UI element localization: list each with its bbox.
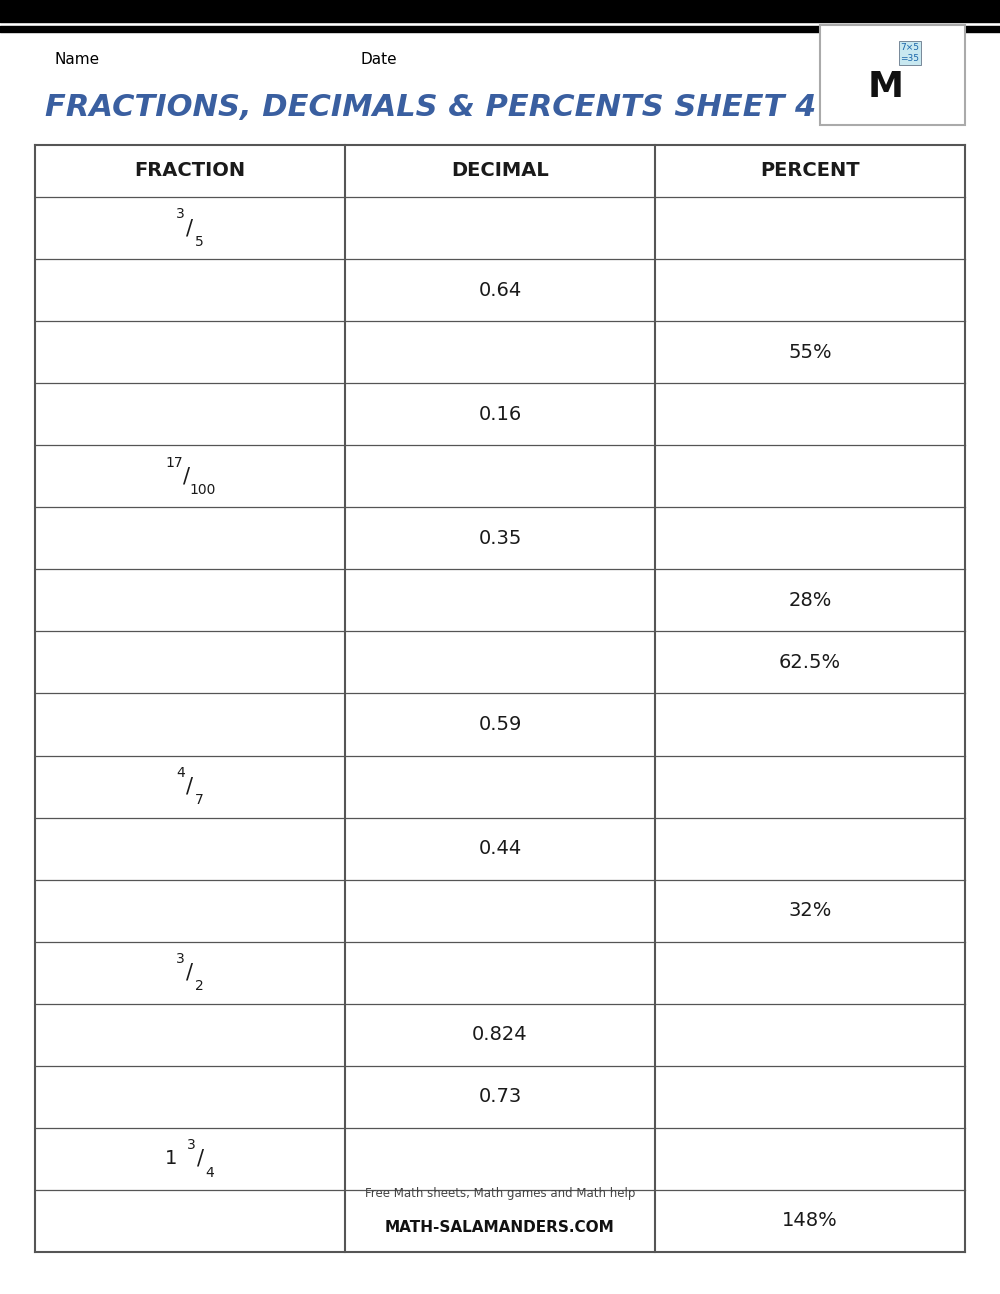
Text: 4: 4 — [205, 1166, 214, 1180]
Text: 2: 2 — [195, 980, 204, 994]
Text: Free Math sheets, Math games and Math help: Free Math sheets, Math games and Math he… — [365, 1188, 635, 1201]
Text: 1: 1 — [165, 1149, 178, 1168]
Text: Date: Date — [360, 53, 397, 67]
Bar — [820, 25, 965, 126]
Text: 3: 3 — [176, 207, 185, 221]
Text: M: M — [867, 70, 903, 104]
Text: /: / — [186, 963, 194, 982]
Text: 55%: 55% — [788, 343, 832, 361]
Text: Name: Name — [55, 53, 100, 67]
Text: 100: 100 — [189, 483, 216, 497]
Text: 0.824: 0.824 — [472, 1025, 528, 1044]
Text: 7: 7 — [195, 793, 204, 807]
Text: 0.44: 0.44 — [478, 839, 522, 858]
Text: MATH-SALAMANDERS.COM: MATH-SALAMANDERS.COM — [385, 1220, 615, 1236]
Text: PERCENT: PERCENT — [760, 162, 860, 180]
Text: DECIMAL: DECIMAL — [451, 162, 549, 180]
Text: /: / — [183, 466, 190, 487]
Text: 17: 17 — [165, 455, 183, 470]
Text: 5: 5 — [195, 234, 204, 248]
Text: 3: 3 — [187, 1139, 196, 1152]
Text: 0.35: 0.35 — [478, 529, 522, 547]
Text: /: / — [186, 217, 194, 238]
Text: /: / — [197, 1149, 204, 1168]
Text: /: / — [186, 776, 194, 797]
Text: 62.5%: 62.5% — [779, 653, 841, 672]
Text: 0.64: 0.64 — [478, 281, 522, 300]
Text: 7×5
=35: 7×5 =35 — [900, 43, 919, 62]
Text: 28%: 28% — [788, 591, 832, 609]
Text: 32%: 32% — [788, 901, 832, 920]
Text: 0.16: 0.16 — [478, 405, 522, 423]
Text: 4: 4 — [176, 766, 185, 780]
Text: FRACTIONS, DECIMALS & PERCENTS SHEET 4: FRACTIONS, DECIMALS & PERCENTS SHEET 4 — [45, 93, 816, 123]
Text: 0.73: 0.73 — [478, 1087, 522, 1106]
Text: 0.59: 0.59 — [478, 716, 522, 734]
Text: FRACTION: FRACTION — [134, 162, 246, 180]
Text: 3: 3 — [176, 952, 185, 967]
Text: 148%: 148% — [782, 1211, 838, 1231]
